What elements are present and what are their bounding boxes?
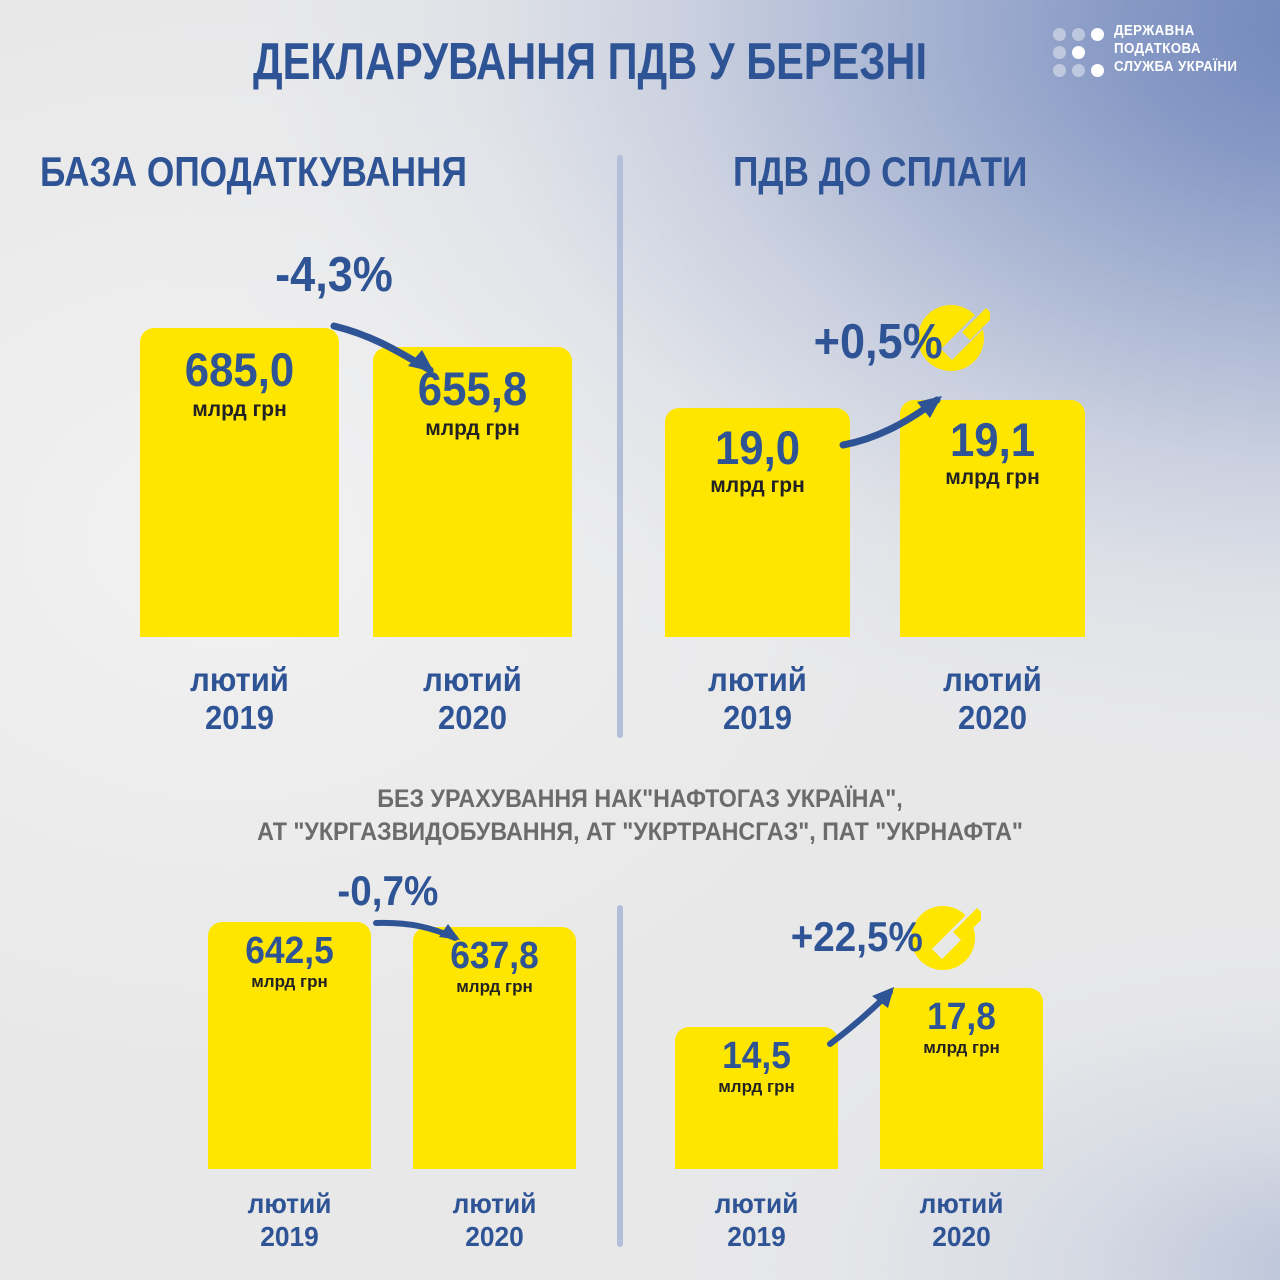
xlabel-month: лютий [943,661,1042,698]
bar-value-tax-base-2020: 655,8 [417,362,528,415]
bar-value-tax-base-2019: 685,0 [184,343,295,396]
xlabel-vat-payable-2020: лютий 2020 [900,661,1085,737]
logo-dot-row-3 [1053,64,1104,77]
bar-unit-vat-payable-2019: млрд грн [710,474,805,497]
xlabel-tax-base-excl-2020: лютий 2020 [413,1187,576,1253]
xlabel-year: 2019 [204,699,275,736]
bar-tax-base-excl-2020: 637,8 млрд грн [413,927,576,1169]
bar-vat-payable-2019: 19,0 млрд грн [665,408,850,637]
xlabel-month: лютий [423,661,522,698]
logo-dot-empty [1091,46,1104,59]
section-title-vat-payable: ПДВ ДО СПЛАТИ [733,148,1028,195]
logo-dot [1072,46,1085,59]
bar-unit-vat-payable-excl-2019: млрд грн [718,1077,795,1096]
xlabel-year: 2019 [260,1221,319,1252]
bar-unit-tax-base-2020: млрд грн [425,417,520,440]
trend-arrow-down-icon [373,919,460,941]
xlabel-tax-base-excl-2019: лютий 2019 [208,1187,371,1253]
footnote-line-2: АТ "УКРГАЗВИДОБУВАННЯ, АТ "УКРТРАНСГАЗ",… [257,818,1023,846]
bar-tax-base-excl-2019: 642,5 млрд грн [208,922,371,1169]
xlabel-month: лютий [452,1188,537,1219]
xlabel-year: 2020 [932,1221,991,1252]
xlabel-vat-payable-excl-2019: лютий 2019 [675,1187,838,1253]
divider-bottom [617,905,623,1247]
logo-dot [1072,28,1085,41]
bar-value-vat-payable-excl-2019: 14,5 [722,1035,791,1077]
logo-line-1: ДЕРЖАВНА [1114,23,1195,39]
logo-dot-row-1 [1053,28,1104,41]
delta-label-tax-base-excl-gas: -0,7% [337,867,439,914]
bar-value-vat-payable-2020: 19,1 [949,413,1036,466]
xlabel-year: 2020 [957,699,1028,736]
bar-value-tax-base-excl-2020: 637,8 [450,935,539,977]
logo-dot [1072,64,1085,77]
footnote-line-1: БЕЗ УРАХУВАННЯ НАК"НАФТОГАЗ УКРАЇНА", [377,785,903,813]
percent-circle-decoration-icon [911,906,981,970]
xlabel-month: лютий [708,661,807,698]
footnote-excluding-companies: БЕЗ УРАХУВАННЯ НАК"НАФТОГАЗ УКРАЇНА", АТ… [0,783,1280,849]
logo-dot [1053,64,1066,77]
trend-arrow-up-icon [827,987,894,1047]
bar-vat-payable-excl-2020: 17,8 млрд грн [880,988,1043,1169]
logo-wordmark: ДЕРЖАВНА ПОДАТКОВА СЛУЖБА УКРАЇНИ [1114,23,1248,75]
xlabel-vat-payable-excl-2020: лютий 2020 [880,1187,1043,1253]
xlabel-tax-base-2020: лютий 2020 [373,661,572,737]
xlabel-month: лютий [714,1188,799,1219]
bar-vat-payable-excl-2019: 14,5 млрд грн [675,1027,838,1169]
xlabel-year: 2019 [722,699,793,736]
bar-unit-tax-base-excl-2020: млрд грн [456,977,533,996]
logo-dot-row-2 [1053,46,1104,59]
logo-dot [1091,64,1104,77]
bar-unit-tax-base-excl-2019: млрд грн [251,972,328,991]
bar-unit-tax-base-2019: млрд грн [192,398,287,421]
xlabel-year: 2020 [437,699,508,736]
xlabel-year: 2020 [465,1221,524,1252]
bar-value-vat-payable-2019: 19,0 [714,421,801,474]
xlabel-tax-base-2019: лютий 2019 [140,661,339,737]
section-title-tax-base: БАЗА ОПОДАТКУВАННЯ [40,148,467,195]
xlabel-month: лютий [247,1188,332,1219]
xlabel-vat-payable-2019: лютий 2019 [665,661,850,737]
delta-label-vat-payable-excl-gas: +22,5% [790,913,923,960]
logo-line-2: ПОДАТКОВА [1114,41,1201,57]
bar-tax-base-2019: 685,0 млрд грн [140,328,339,637]
bar-vat-payable-2020: 19,1 млрд грн [900,400,1085,637]
trend-arrow-down-icon [330,322,434,374]
bar-tax-base-2020: 655,8 млрд грн [373,347,572,637]
xlabel-year: 2019 [727,1221,786,1252]
bar-unit-vat-payable-excl-2020: млрд грн [923,1038,1000,1057]
delta-label-tax-base-total: -4,3% [275,248,393,302]
agency-logo: ДЕРЖАВНА ПОДАТКОВА СЛУЖБА УКРАЇНИ [1053,23,1248,77]
logo-line-3: СЛУЖБА УКРАЇНИ [1114,59,1238,75]
page-title: ДЕКЛАРУВАННЯ ПДВ У БЕРЕЗНІ [252,33,928,91]
bar-value-tax-base-excl-2019: 642,5 [245,930,334,972]
bar-value-vat-payable-excl-2020: 17,8 [927,996,996,1038]
logo-dots-icon [1053,25,1104,77]
logo-dot [1091,28,1104,41]
percent-circle-decoration-icon [918,305,990,371]
divider-top [617,155,623,738]
xlabel-month: лютий [190,661,289,698]
logo-dot [1053,46,1066,59]
delta-label-vat-payable-total: +0,5% [813,315,943,369]
bar-unit-vat-payable-2020: млрд грн [945,466,1040,489]
logo-dot [1053,28,1066,41]
xlabel-month: лютий [919,1188,1004,1219]
trend-arrow-up-icon [839,396,942,449]
